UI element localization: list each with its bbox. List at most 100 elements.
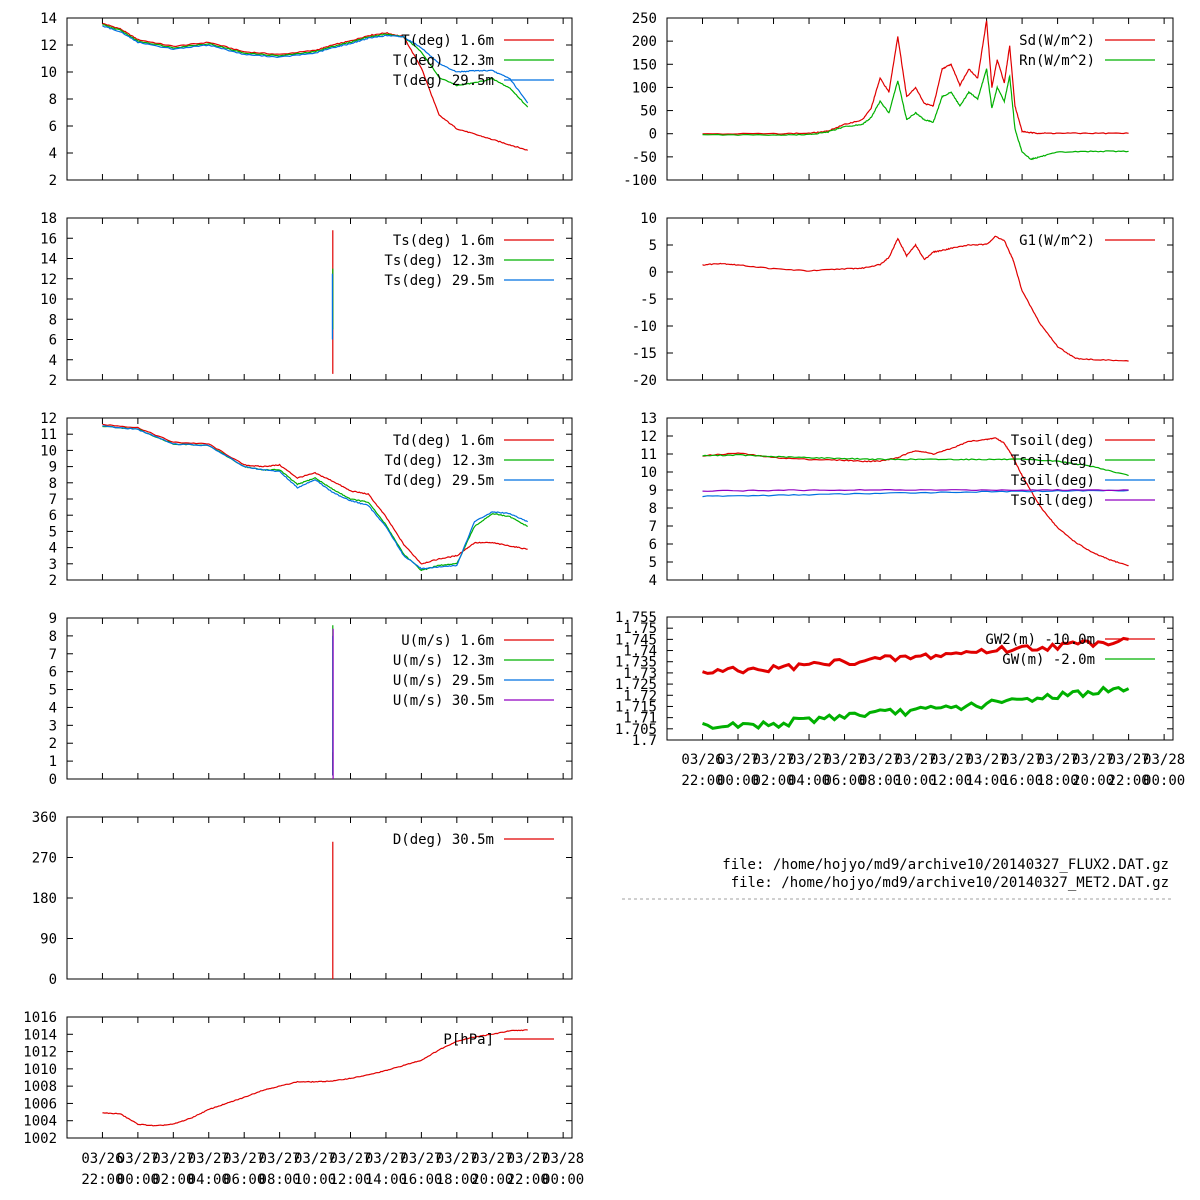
x-tick-time-label: 16:00	[400, 1172, 442, 1188]
series-line	[702, 453, 1129, 477]
x-tick-time-label: 16:00	[1001, 773, 1043, 789]
legend-label: G1(W/m^2)	[1019, 233, 1095, 249]
legend-label: Td(deg) 1.6m	[393, 433, 494, 449]
x-tick-time-label: 06:00	[823, 773, 865, 789]
legend-label: U(m/s) 29.5m	[393, 673, 494, 689]
x-tick-time-label: 08:00	[859, 773, 901, 789]
x-tick-time-label: 10:00	[294, 1172, 336, 1188]
x-tick-date-label: 03/27	[1108, 752, 1150, 768]
series-line	[702, 685, 1130, 731]
plot-frame	[66, 617, 573, 780]
series-line	[102, 1029, 528, 1127]
y-tick-label: -15	[632, 346, 657, 362]
y-tick-label: 1004	[23, 1114, 57, 1130]
y-tick-label: 360	[32, 810, 57, 826]
x-tick-date-label: 03/27	[329, 1151, 371, 1167]
x-tick-date-label: 03/27	[365, 1151, 407, 1167]
y-tick-label: 250	[632, 11, 657, 27]
x-tick-date-label: 03/27	[1037, 752, 1079, 768]
panel-gw: 1.71.7051.711.7151.721.7251.731.7351.741…	[615, 610, 1185, 789]
y-tick-label: 12	[40, 38, 57, 54]
y-tick-label: 12	[640, 429, 657, 445]
y-tick-label: 1010	[23, 1062, 57, 1078]
plot-frame	[66, 217, 573, 381]
series-line	[702, 437, 1129, 567]
x-tick-time-label: 22:00	[1108, 773, 1150, 789]
y-tick-label: 1.745	[615, 632, 657, 648]
y-tick-label: 4	[49, 353, 57, 369]
y-tick-label: 1.715	[615, 699, 657, 715]
y-tick-label: 1008	[23, 1079, 57, 1095]
y-tick-label: 6	[649, 537, 657, 553]
plot-frame	[66, 1016, 573, 1139]
series-group	[702, 636, 1130, 731]
y-tick-label: 6	[49, 508, 57, 524]
x-tick-date-label: 03/27	[152, 1151, 194, 1167]
legend-label: P[hPa]	[443, 1032, 494, 1048]
y-tick-label: 11	[640, 447, 657, 463]
plot-frame	[666, 616, 1174, 741]
y-tick-label: 1012	[23, 1045, 57, 1061]
y-tick-label: -5	[640, 292, 657, 308]
legend-label: Tsoil(deg)	[1011, 473, 1095, 489]
x-tick-date-label: 03/27	[930, 752, 972, 768]
y-tick-label: 2	[49, 173, 57, 189]
x-tick-date-label: 03/27	[471, 1151, 513, 1167]
x-tick-date-label: 03/27	[859, 752, 901, 768]
x-tick-time-label: 08:00	[259, 1172, 301, 1188]
x-tick-time-label: 02:00	[752, 773, 794, 789]
x-tick-time-label: 00:00	[117, 1172, 159, 1188]
panel-ts: 2 4 6 8 10 12 14 16 18 Ts(deg) 1.6m Ts(deg) 12.3m T…	[40, 211, 573, 389]
panel-tsoil: 4 5 6 7 8 9 10 11 12 13 Tsoil(deg) Tsoil(deg) Tsoil(…	[640, 411, 1174, 589]
y-tick-label: 12	[40, 411, 57, 427]
y-tick-label: 4	[49, 146, 57, 162]
y-tick-label: 1.73	[623, 666, 657, 682]
panel-t: 2 4 6 8 10 12 14 T(deg) 1.6m T(deg) 12.3m T(deg) …	[40, 11, 573, 189]
plot-frame	[66, 816, 573, 980]
x-tick-date-label: 03/27	[223, 1151, 265, 1167]
x-tick-time-label: 20:00	[1072, 773, 1114, 789]
y-tick-label: 8	[49, 312, 57, 328]
x-tick-date-label: 03/27	[436, 1151, 478, 1167]
y-tick-label: 5	[649, 555, 657, 571]
y-tick-label: 7	[49, 647, 57, 663]
y-tick-label: 2	[49, 736, 57, 752]
y-tick-label: 9	[49, 460, 57, 476]
legend-label: U(m/s) 12.3m	[393, 653, 494, 669]
x-tick-date-label: 03/27	[752, 752, 794, 768]
legend-label: Ts(deg) 12.3m	[384, 253, 494, 269]
y-tick-label: 90	[40, 932, 57, 948]
y-tick-label: 12	[40, 272, 57, 288]
x-tick-time-label: 04:00	[188, 1172, 230, 1188]
x-tick-time-label: 10:00	[894, 773, 936, 789]
y-tick-label: 150	[632, 57, 657, 73]
legend-label: GW(m) -2.0m	[1002, 652, 1095, 668]
y-tick-label: 14	[40, 11, 57, 27]
x-tick-date-label: 03/27	[1072, 752, 1114, 768]
y-tick-label: 5	[649, 238, 657, 254]
x-tick-date-label: 03/27	[117, 1151, 159, 1167]
y-tick-label: 4	[49, 700, 57, 716]
y-tick-label: 1.755	[615, 610, 657, 626]
x-tick-time-label: 14:00	[365, 1172, 407, 1188]
x-tick-time-label: 22:00	[81, 1172, 123, 1188]
y-tick-label: 11	[40, 427, 57, 443]
x-tick-time-label: 22:00	[507, 1172, 549, 1188]
y-tick-label: 1014	[23, 1027, 57, 1043]
y-tick-label: 1016	[23, 1010, 57, 1026]
panel-d: 0 90 180 270 360 D(deg) 30.5m	[32, 810, 573, 988]
y-tick-label: 50	[640, 104, 657, 120]
x-tick-date-label: 03/26	[81, 1151, 123, 1167]
x-tick-time-label: 02:00	[152, 1172, 194, 1188]
y-tick-label: 1.735	[615, 655, 657, 671]
y-tick-label: 10	[40, 443, 57, 459]
legend-label: Rn(W/m^2)	[1019, 53, 1095, 69]
plot-frame	[66, 417, 573, 581]
x-tick-time-label: 20:00	[471, 1172, 513, 1188]
y-tick-label: 3	[49, 718, 57, 734]
legend-label: D(deg) 30.5m	[393, 832, 494, 848]
y-tick-label: 4	[49, 541, 57, 557]
y-tick-label: 1.7	[632, 733, 657, 749]
